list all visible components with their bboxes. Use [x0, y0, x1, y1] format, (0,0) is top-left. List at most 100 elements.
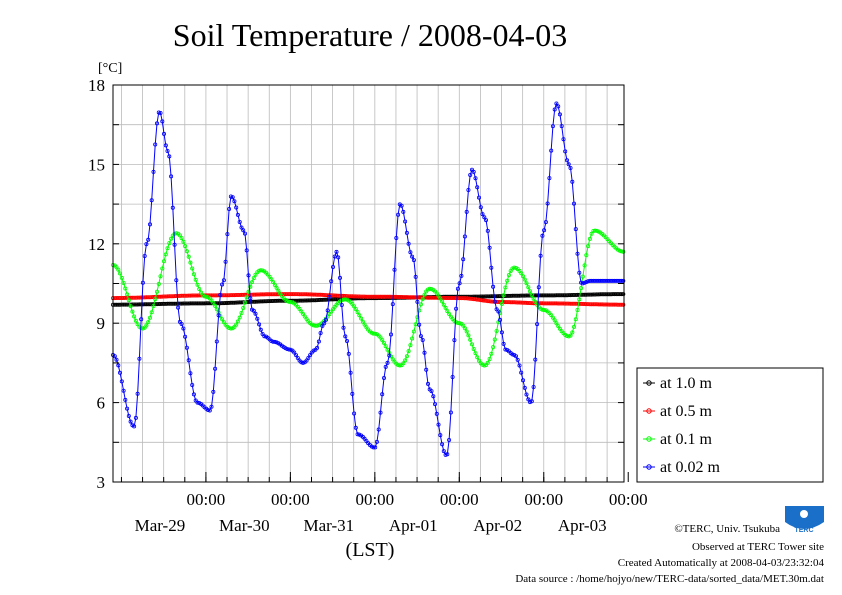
data-point	[482, 215, 487, 220]
data-point	[126, 298, 131, 303]
x-date-label: Apr-02	[473, 516, 522, 535]
data-point	[621, 278, 626, 283]
data-point	[427, 295, 432, 300]
data-point	[177, 233, 182, 238]
data-point	[255, 316, 260, 321]
data-point	[380, 392, 385, 397]
data-point	[267, 274, 272, 279]
legend-swatch-marker	[646, 408, 652, 414]
data-point	[253, 311, 258, 316]
data-point	[545, 201, 550, 206]
data-point	[452, 338, 457, 343]
data-point	[313, 323, 318, 328]
data-point	[524, 392, 529, 397]
data-point	[575, 292, 580, 297]
data-point	[522, 385, 527, 390]
data-point	[191, 272, 196, 277]
data-point	[300, 298, 305, 303]
data-point	[244, 248, 249, 253]
data-point	[514, 354, 519, 359]
data-point	[186, 358, 191, 363]
data-point	[116, 363, 121, 368]
credit-created: Created Automatically at 2008-04-03/23:3…	[618, 557, 825, 569]
data-point	[360, 319, 365, 324]
data-point	[352, 304, 357, 309]
data-point	[531, 384, 536, 389]
data-point	[181, 239, 186, 244]
data-point	[144, 295, 149, 300]
series-at-0-02-m	[111, 101, 626, 457]
data-point	[501, 293, 506, 298]
data-point	[121, 388, 126, 393]
data-point	[306, 355, 311, 360]
data-point	[357, 294, 362, 299]
data-point	[492, 337, 497, 342]
data-point	[621, 249, 626, 254]
data-point	[420, 296, 425, 301]
data-point	[269, 277, 274, 282]
data-point	[149, 198, 154, 203]
data-point	[234, 205, 239, 210]
data-point	[383, 364, 388, 369]
data-point	[220, 282, 225, 287]
data-point	[325, 308, 330, 313]
data-point	[542, 228, 547, 233]
data-point	[167, 154, 172, 159]
data-point	[454, 306, 459, 311]
data-point	[494, 328, 499, 333]
data-point	[334, 249, 339, 254]
data-point	[258, 327, 263, 332]
data-point	[218, 292, 223, 297]
data-point	[492, 299, 497, 304]
data-point	[144, 302, 149, 307]
data-point	[300, 311, 305, 316]
credit-copyright: ©TERC, Univ. Tsukuba	[674, 523, 780, 535]
data-point	[499, 330, 504, 335]
data-point	[272, 339, 277, 344]
data-point	[519, 300, 524, 305]
x-tick-label: 00:00	[524, 490, 563, 509]
data-point	[619, 292, 624, 297]
data-point	[248, 296, 253, 301]
data-point	[436, 293, 441, 298]
data-point	[234, 322, 239, 327]
data-point	[353, 307, 358, 312]
data-point	[221, 278, 226, 283]
data-point	[165, 246, 170, 251]
data-point	[318, 330, 323, 335]
data-point	[575, 251, 580, 256]
data-point	[297, 306, 302, 311]
data-point	[438, 296, 443, 301]
data-point	[190, 382, 195, 387]
data-point	[515, 357, 520, 362]
data-point	[271, 339, 276, 344]
data-point	[191, 301, 196, 306]
data-point	[577, 270, 582, 275]
data-point	[327, 312, 332, 317]
data-point	[147, 315, 152, 320]
data-point	[174, 231, 179, 236]
data-point	[572, 324, 577, 329]
legend-label: at 0.02 m	[660, 459, 721, 476]
data-point	[441, 302, 446, 307]
data-point	[383, 344, 388, 349]
data-point	[174, 278, 179, 283]
data-point	[257, 322, 262, 327]
data-point	[183, 334, 188, 339]
data-point	[374, 439, 379, 444]
data-point	[471, 169, 476, 174]
data-point	[227, 300, 232, 305]
data-point	[447, 437, 452, 442]
data-point	[193, 277, 198, 282]
data-point	[464, 209, 469, 214]
data-point	[535, 322, 540, 327]
data-point	[517, 363, 522, 368]
data-point	[403, 219, 408, 224]
data-point	[441, 449, 446, 454]
data-point	[186, 254, 191, 259]
data-point	[151, 303, 156, 308]
data-point	[339, 302, 344, 307]
data-point	[330, 264, 335, 269]
data-point	[211, 300, 216, 305]
data-point	[227, 293, 232, 298]
